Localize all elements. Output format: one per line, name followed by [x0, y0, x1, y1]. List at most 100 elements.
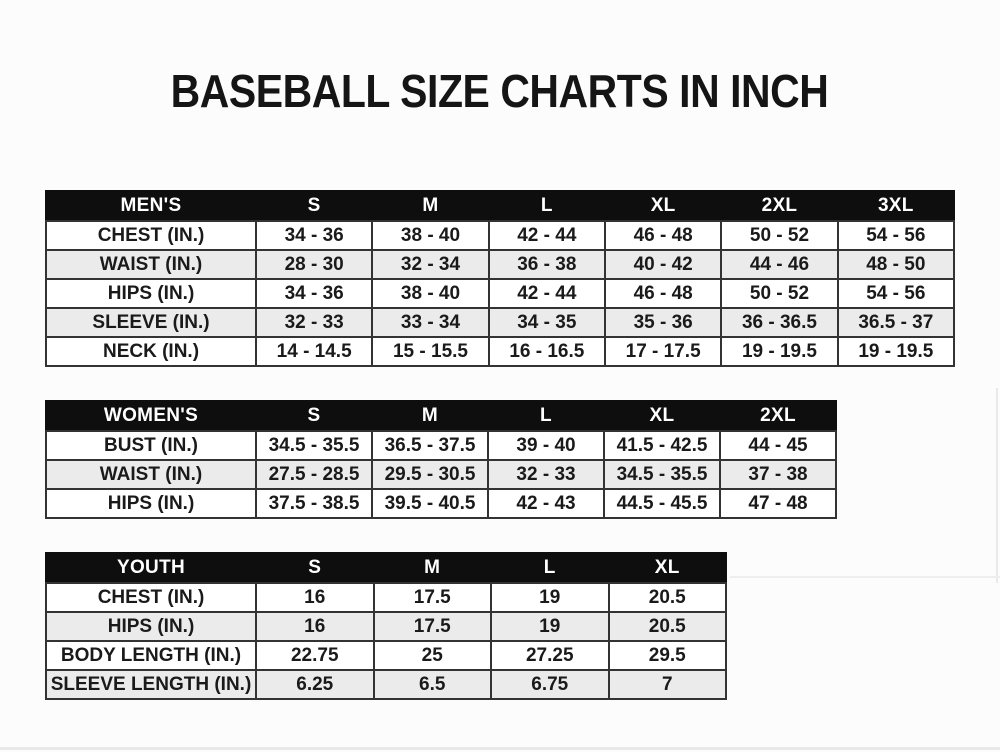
header-row: MEN'S S M L XL 2XL 3XL [45, 190, 956, 222]
measurement-value: 32 - 33 [254, 307, 374, 338]
table-group-label: WOMEN'S [45, 400, 257, 432]
measurement-value: 29.5 - 30.5 [371, 459, 489, 490]
measurement-label: BUST (IN.) [45, 430, 257, 461]
page-title: BASEBALL SIZE CHARTS IN INCH [0, 68, 1000, 114]
measurement-value: 46 - 48 [603, 278, 723, 309]
table-group-label: MEN'S [45, 190, 257, 222]
measurement-value: 17 - 17.5 [603, 336, 723, 367]
measurement-value: 36 - 38 [487, 249, 606, 280]
measurement-value: 20.5 [607, 582, 727, 613]
measurement-label: BODY LENGTH (IN.) [45, 640, 257, 671]
measurement-value: 27.5 - 28.5 [255, 459, 373, 490]
measurement-value: 42 - 44 [487, 278, 606, 309]
measurement-label: HIPS (IN.) [45, 611, 257, 642]
table-row: SLEEVE (IN.) 32 - 33 33 - 34 34 - 35 35 - 36… [45, 307, 956, 338]
table-row: HIPS (IN.) 34 - 36 38 - 40 42 - 44 46 - 48 50… [45, 278, 956, 309]
table-row: HIPS (IN.) 37.5 - 38.5 39.5 - 40.5 42 - 43 4… [45, 488, 837, 519]
table-row: BODY LENGTH (IN.) 22.75 25 27.25 29.5 [45, 640, 727, 671]
measurement-value: 36.5 - 37.5 [371, 430, 489, 461]
measurement-label: HIPS (IN.) [45, 278, 257, 309]
measurement-value: 33 - 34 [371, 307, 490, 338]
measurement-value: 36 - 36.5 [720, 307, 839, 338]
measurement-value: 17.5 [372, 582, 492, 613]
measurement-value: 34 - 35 [487, 307, 606, 338]
measurement-value: 40 - 42 [603, 249, 723, 280]
header-row: YOUTH S M L XL [45, 552, 727, 584]
size-column-header: L [490, 552, 610, 584]
size-column-header: S [255, 400, 373, 432]
measurement-label: NECK (IN.) [45, 336, 257, 367]
measurement-value: 32 - 33 [487, 459, 605, 490]
table-row: HIPS (IN.) 16 17.5 19 20.5 [45, 611, 727, 642]
measurement-value: 47 - 48 [719, 488, 837, 519]
measurement-value: 44 - 45 [719, 430, 837, 461]
scan-edge-bottom [0, 747, 1000, 750]
measurement-value: 50 - 52 [720, 278, 839, 309]
size-column-header: M [372, 552, 492, 584]
size-column-header: 3XL [836, 190, 956, 222]
size-column-header: M [371, 190, 490, 222]
measurement-value: 27.25 [490, 640, 610, 671]
measurement-value: 22.75 [255, 640, 375, 671]
measurement-value: 54 - 56 [836, 278, 956, 309]
measurement-value: 20.5 [607, 611, 727, 642]
measurement-value: 7 [607, 669, 727, 700]
size-column-header: S [255, 552, 375, 584]
scan-line-artifact [730, 576, 1000, 578]
measurement-value: 25 [372, 640, 492, 671]
measurement-value: 35 - 36 [603, 307, 723, 338]
measurement-value: 34 - 36 [254, 278, 374, 309]
measurement-label: SLEEVE LENGTH (IN.) [45, 669, 257, 700]
measurement-value: 6.25 [255, 669, 375, 700]
measurement-value: 19 - 19.5 [836, 336, 956, 367]
measurement-value: 42 - 44 [487, 220, 606, 251]
measurement-label: CHEST (IN.) [45, 220, 257, 251]
measurement-value: 37 - 38 [719, 459, 837, 490]
measurement-value: 28 - 30 [254, 249, 374, 280]
table-row: CHEST (IN.) 16 17.5 19 20.5 [45, 582, 727, 613]
measurement-value: 16 [255, 611, 375, 642]
measurement-value: 6.75 [490, 669, 610, 700]
womens-size-table: WOMEN'S S M L XL 2XL BUST (IN.) 34.5 - 35.5 36.5… [45, 400, 837, 519]
measurement-value: 34.5 - 35.5 [255, 430, 373, 461]
measurement-value: 39 - 40 [487, 430, 605, 461]
table-row: SLEEVE LENGTH (IN.) 6.25 6.5 6.75 7 [45, 669, 727, 700]
size-column-header: 2XL [720, 190, 839, 222]
youth-size-table: YOUTH S M L XL CHEST (IN.) 16 17.5 19 20.5 HIPS (I… [45, 552, 727, 700]
measurement-value: 38 - 40 [371, 278, 490, 309]
measurement-value: 32 - 34 [371, 249, 490, 280]
measurement-value: 29.5 [607, 640, 727, 671]
size-column-header: XL [603, 400, 721, 432]
measurement-label: WAIST (IN.) [45, 249, 257, 280]
mens-size-table: MEN'S S M L XL 2XL 3XL CHEST (IN.) 34 - 36 38 - 4… [45, 190, 956, 367]
measurement-label: CHEST (IN.) [45, 582, 257, 613]
measurement-value: 19 [490, 582, 610, 613]
measurement-value: 19 [490, 611, 610, 642]
table-row: WAIST (IN.) 27.5 - 28.5 29.5 - 30.5 32 - 33… [45, 459, 837, 490]
table-row: CHEST (IN.) 34 - 36 38 - 40 42 - 44 46 - 48 5… [45, 220, 956, 251]
measurement-value: 42 - 43 [487, 488, 605, 519]
measurement-value: 44.5 - 45.5 [603, 488, 721, 519]
size-column-header: L [487, 190, 606, 222]
measurement-value: 19 - 19.5 [720, 336, 839, 367]
measurement-label: HIPS (IN.) [45, 488, 257, 519]
table-row: BUST (IN.) 34.5 - 35.5 36.5 - 37.5 39 - 40 4… [45, 430, 837, 461]
size-column-header: XL [607, 552, 727, 584]
measurement-value: 16 [255, 582, 375, 613]
size-column-header: 2XL [719, 400, 837, 432]
measurement-value: 17.5 [372, 611, 492, 642]
measurement-value: 37.5 - 38.5 [255, 488, 373, 519]
measurement-value: 6.5 [372, 669, 492, 700]
measurement-label: SLEEVE (IN.) [45, 307, 257, 338]
size-column-header: XL [603, 190, 723, 222]
measurement-value: 14 - 14.5 [254, 336, 374, 367]
table-row: NECK (IN.) 14 - 14.5 15 - 15.5 16 - 16.5 17 … [45, 336, 956, 367]
measurement-value: 54 - 56 [836, 220, 956, 251]
table-group-label: YOUTH [45, 552, 257, 584]
size-column-header: M [371, 400, 489, 432]
measurement-value: 16 - 16.5 [487, 336, 606, 367]
header-row: WOMEN'S S M L XL 2XL [45, 400, 837, 432]
measurement-value: 34 - 36 [254, 220, 374, 251]
measurement-value: 15 - 15.5 [371, 336, 490, 367]
